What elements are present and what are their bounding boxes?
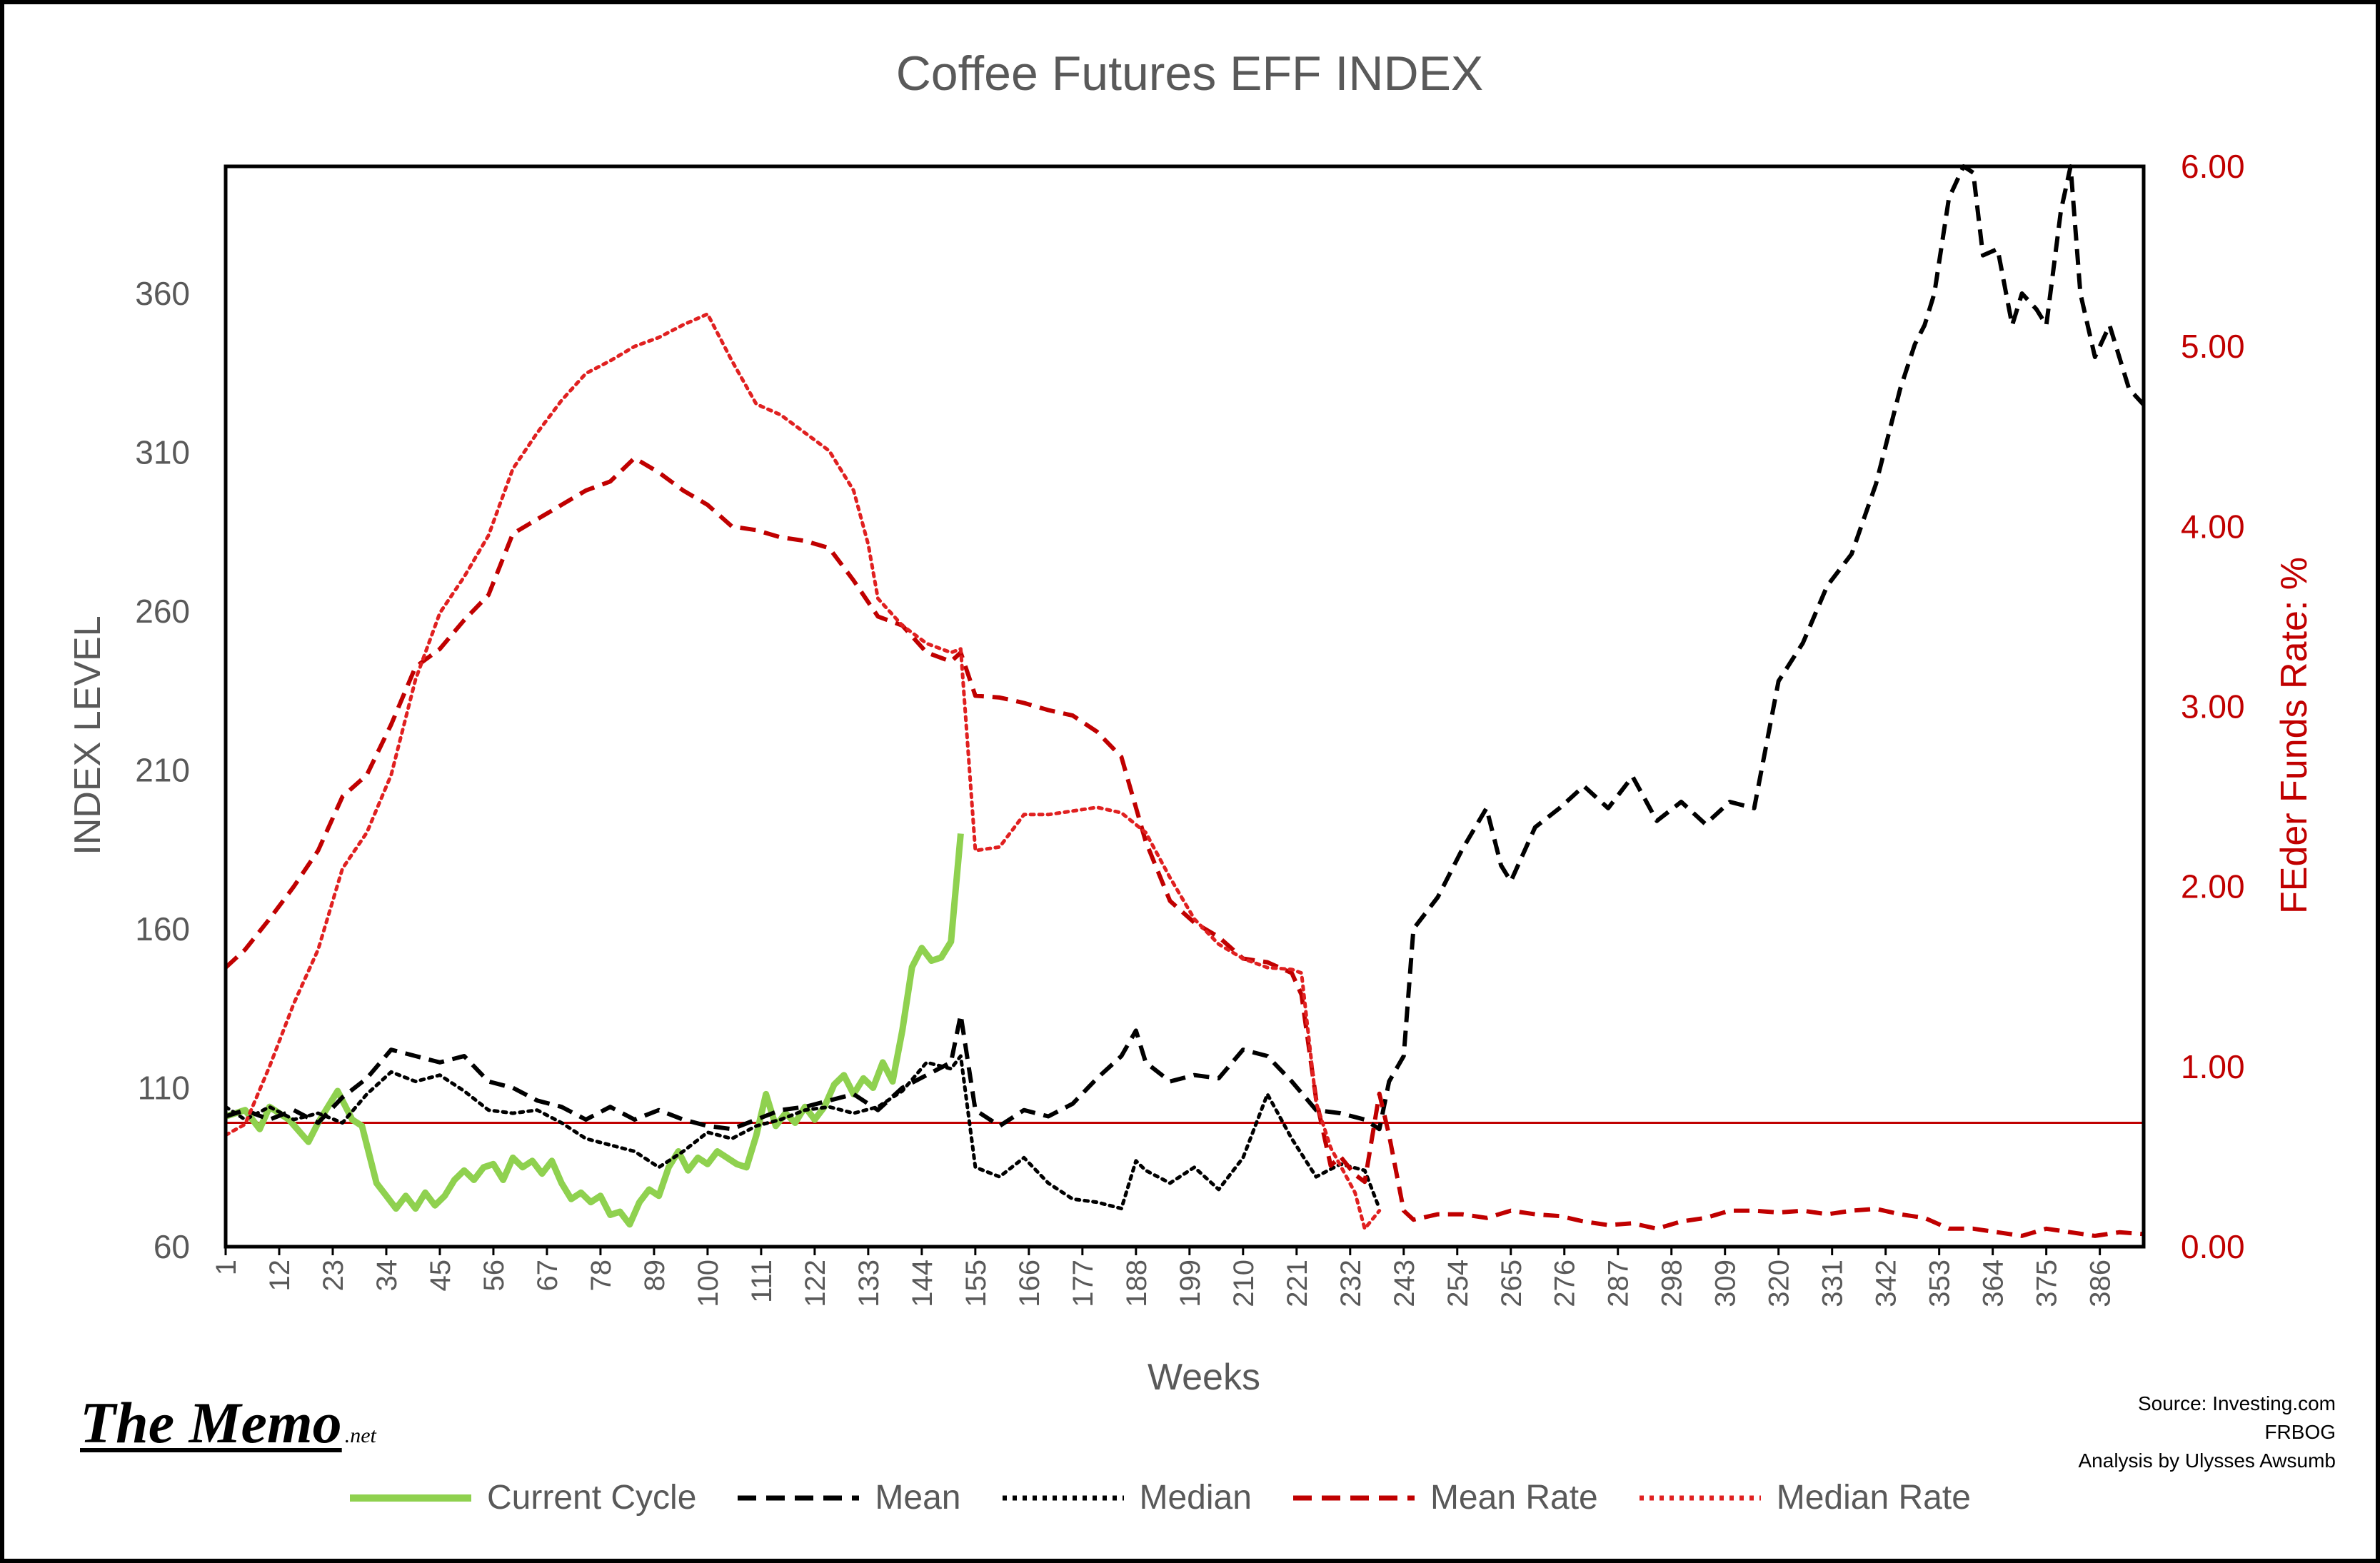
chart-title: Coffee Futures EFF INDEX (896, 46, 1484, 101)
y2-tick-label: 2.00 (2181, 868, 2245, 905)
legend-item-mean: Mean (738, 1478, 961, 1517)
x-tick-label: 287 (1603, 1260, 1635, 1307)
plot-area: 1 12 23 34 45 56 67 78 89 100 111 122 133 144 155 166 17… (135, 148, 2244, 1307)
x-tick-label: 12 (264, 1260, 296, 1292)
x-tick-label: 375 (2032, 1260, 2063, 1307)
x-tick-label: 122 (800, 1260, 831, 1307)
series-line-current-cycle (224, 833, 964, 1228)
legend-label: Mean Rate (1430, 1478, 1598, 1517)
x-tick-label: 254 (1442, 1260, 1474, 1307)
x-axis-label: Weeks (1148, 1357, 1260, 1398)
x-tick-label: 331 (1817, 1260, 1849, 1307)
x-tick-label: 188 (1121, 1260, 1153, 1307)
y-tick-label: 360 (135, 275, 190, 312)
logo-text: The Memo (80, 1390, 342, 1455)
y2-tick-label: 3.00 (2181, 688, 2245, 725)
legend-swatch (350, 1494, 471, 1502)
x-tick-label: 309 (1710, 1260, 1742, 1307)
y-tick-label: 110 (138, 1070, 190, 1107)
legend-item-mean-rate: Mean Rate (1292, 1478, 1598, 1517)
x-tick-label: 243 (1389, 1260, 1420, 1307)
x-tick-label: 34 (371, 1260, 403, 1292)
x-tick-label: 320 (1764, 1260, 1795, 1307)
y-tick-label: 310 (135, 434, 190, 471)
legend-label: Mean (875, 1478, 961, 1517)
source-note: Source: Investing.com FRBOG Analysis by … (2079, 1389, 2336, 1475)
x-tick-label: 133 (853, 1260, 885, 1307)
legend-swatch (1002, 1495, 1124, 1501)
x-tick-label: 89 (639, 1260, 671, 1292)
x-tick-label: 232 (1335, 1260, 1367, 1307)
plot-border (224, 164, 2146, 1249)
legend-label: Median Rate (1776, 1478, 1971, 1517)
x-tick-label: 386 (2085, 1260, 2117, 1307)
x-tick-label: 78 (586, 1260, 617, 1292)
legend-label: Current Cycle (487, 1478, 697, 1517)
series-line-median-rate (224, 312, 1382, 1231)
legend-swatch (1639, 1495, 1761, 1501)
the-memo-logo: The Memo .net (80, 1389, 376, 1457)
legend-swatch (738, 1495, 860, 1501)
y-tick-label: 260 (135, 593, 190, 630)
y2-axis-label: FEder Funds Rate: % (2274, 557, 2315, 914)
chart-legend: Current Cycle Mean Median Mean Rate Median R… (350, 1472, 2012, 1522)
x-tick-label: 221 (1282, 1260, 1313, 1307)
series-line-mean (225, 164, 2146, 1132)
y2-tick-label: 0.00 (2181, 1228, 2245, 1265)
legend-label: Median (1139, 1478, 1252, 1517)
x-tick-label: 67 (532, 1260, 563, 1292)
x-tick-label: 298 (1657, 1260, 1688, 1307)
series-line-mean-rate (224, 456, 2144, 1238)
y2-tick-label: 4.00 (2181, 508, 2245, 545)
x-tick-label: 276 (1550, 1260, 1581, 1307)
x-tick-label: 353 (1924, 1260, 1956, 1307)
y-tick-label: 210 (135, 752, 190, 789)
series-line-median (224, 1054, 1382, 1211)
y2-tick-label: 1.00 (2181, 1048, 2245, 1085)
legend-item-current-cycle: Current Cycle (350, 1478, 696, 1517)
x-tick-label: 155 (960, 1260, 992, 1307)
x-tick-label: 56 (478, 1260, 510, 1292)
legend-item-median: Median (1002, 1478, 1252, 1517)
source-line-2: FRBOG (2264, 1421, 2336, 1443)
y-tick-label: 160 (135, 910, 190, 948)
x-tick-label: 199 (1175, 1260, 1206, 1307)
x-tick-label: 364 (1978, 1260, 2009, 1307)
y2-tick-label: 6.00 (2181, 148, 2245, 185)
legend-swatch (1292, 1495, 1415, 1501)
y2-tick-label: 5.00 (2181, 328, 2245, 365)
x-tick-label: 100 (693, 1260, 724, 1307)
y-axis-label: INDEX LEVEL (67, 615, 109, 855)
x-tick-label: 265 (1496, 1260, 1527, 1307)
x-tick-label: 166 (1014, 1260, 1045, 1307)
source-line-1: Source: Investing.com (2137, 1392, 2336, 1414)
logo-suffix: .net (344, 1424, 376, 1447)
x-tick-label: 23 (318, 1260, 349, 1292)
x-tick-label: 210 (1228, 1260, 1260, 1307)
x-tick-label: 1 (211, 1260, 242, 1275)
x-tick-label: 177 (1068, 1260, 1099, 1307)
y-tick-label: 60 (154, 1228, 190, 1265)
x-tick-label: 342 (1871, 1260, 1902, 1307)
x-tick-label: 144 (907, 1260, 938, 1307)
legend-item-median-rate: Median Rate (1639, 1478, 1971, 1517)
x-tick-label: 45 (425, 1260, 456, 1292)
source-line-3: Analysis by Ulysses Awsumb (2078, 1449, 2336, 1472)
x-tick-label: 111 (746, 1260, 778, 1303)
